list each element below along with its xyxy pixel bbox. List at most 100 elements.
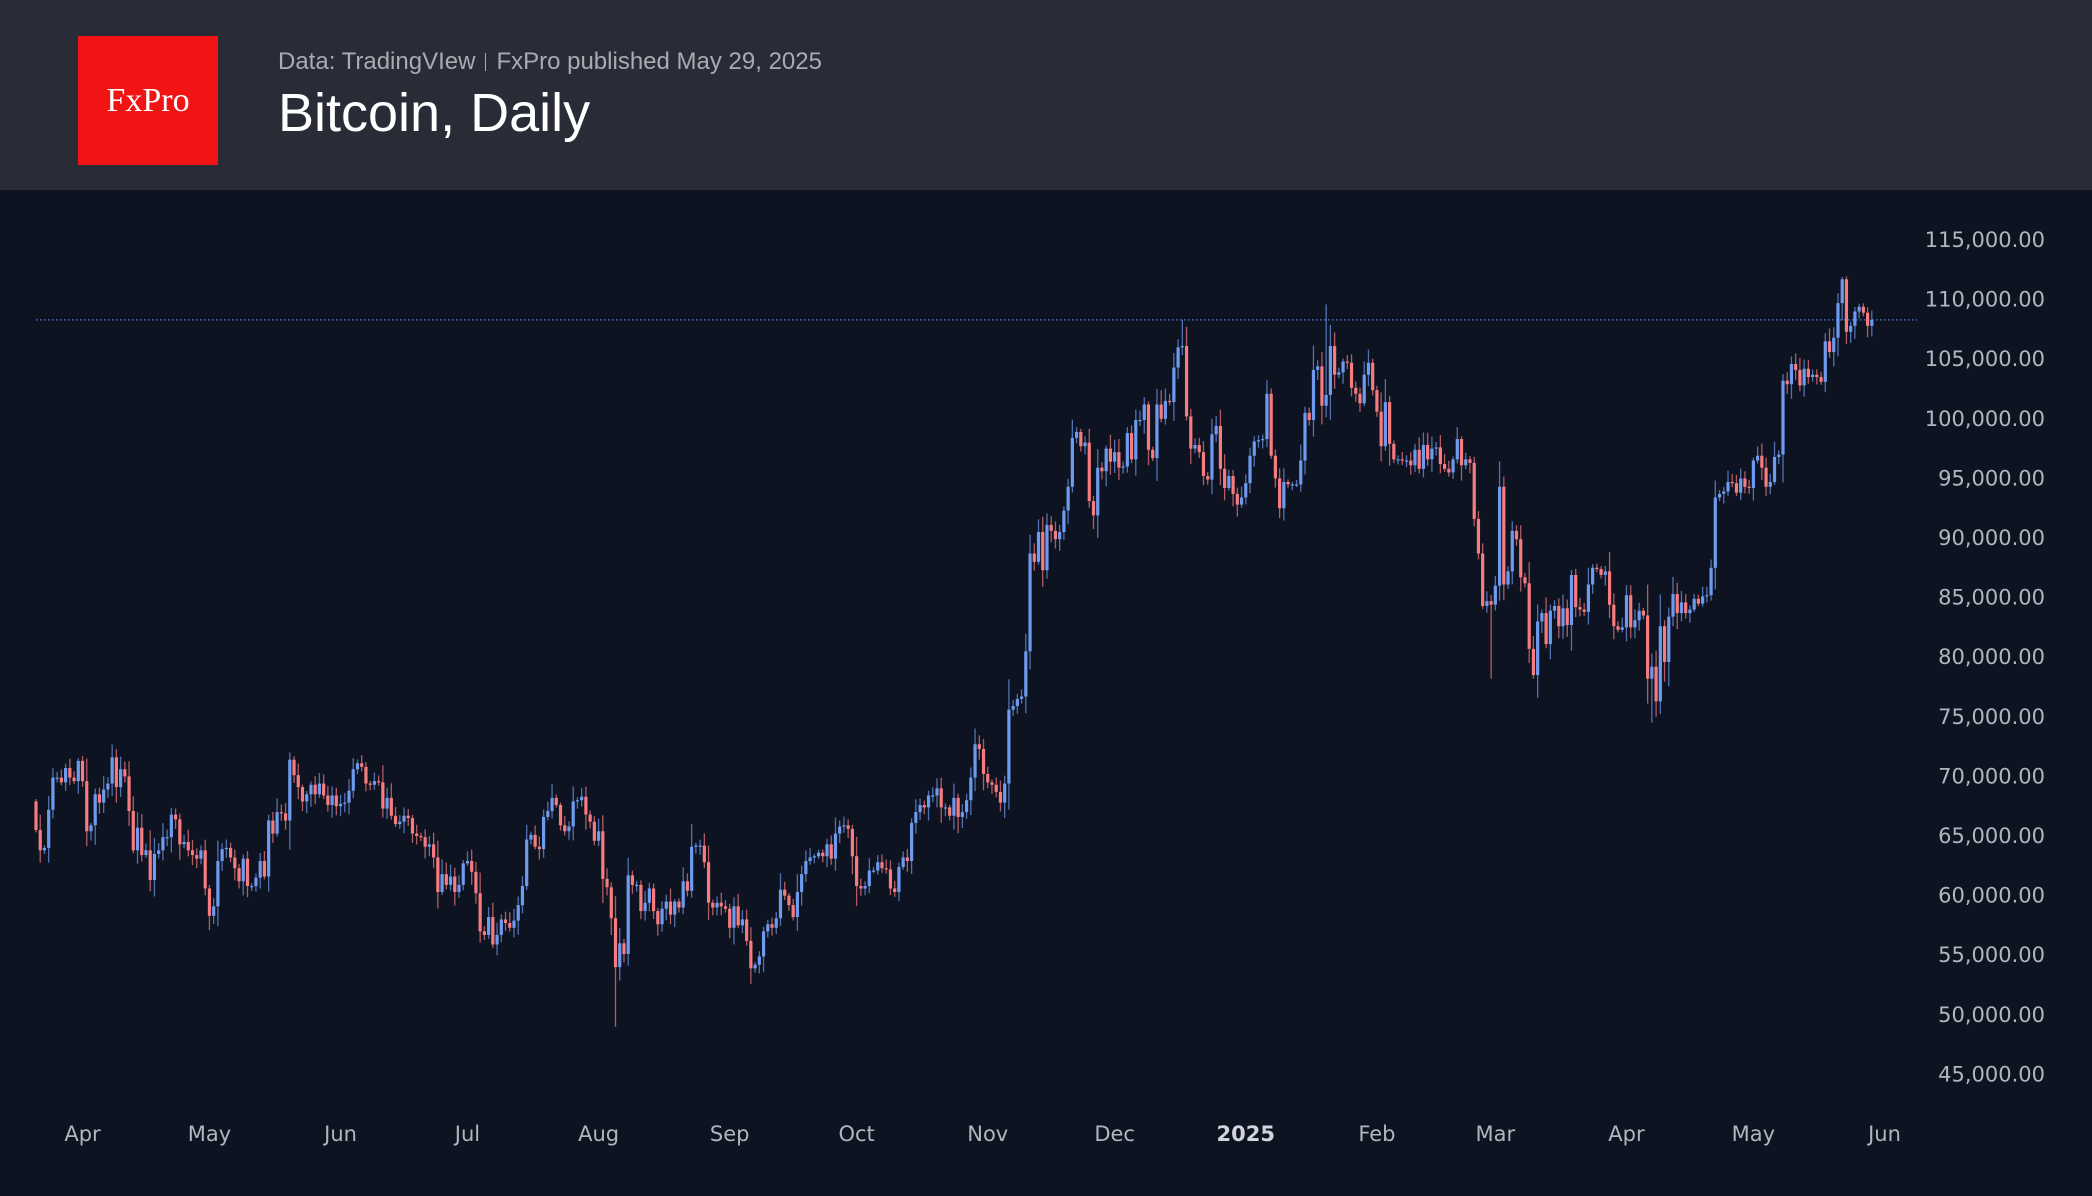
candle-body [216,861,220,907]
candle [85,758,89,847]
candle-body [1493,585,1497,605]
candle [1739,468,1743,501]
candle-body [34,801,38,831]
candle [1117,438,1121,480]
candle [1438,435,1442,474]
candle-body [1324,394,1328,406]
candle [1527,562,1531,663]
candle [795,874,799,931]
candle [1836,293,1840,357]
candle-body [948,807,952,816]
candle [195,848,199,869]
candle-body [770,924,774,928]
candle [1578,597,1582,617]
candle-body [715,902,719,908]
candle-body [1049,524,1053,531]
candle-body [1861,306,1865,313]
candle-body [711,902,715,908]
candle-body [575,800,580,802]
candle [355,759,360,775]
candle-body [364,766,368,784]
candle [1662,620,1667,682]
candle [1231,469,1235,507]
candle [1079,428,1083,452]
candle [1536,604,1540,698]
candle [800,865,804,906]
candle [922,800,926,815]
y-tick-label: 75,000.00 [1938,705,2045,729]
candle-body [393,815,398,825]
candle [1794,353,1798,381]
candle [457,875,461,898]
candle [694,842,698,854]
candle-body [233,857,237,869]
candle-body [165,837,169,839]
candle-body [994,784,998,792]
candle-body [1620,627,1624,630]
candle [850,824,854,875]
candle [846,819,850,839]
candle [76,758,80,794]
candle-body [1011,706,1015,710]
candle [1066,478,1070,525]
candle [905,848,909,872]
candle [1713,480,1717,590]
candle-body [1468,459,1472,463]
candle-body [1552,605,1557,611]
candle-body [279,812,283,814]
candle-body [622,943,626,955]
candle-body [1510,530,1514,572]
x-tick-label: Dec [1094,1122,1135,1146]
candle-body [131,810,135,851]
candle [55,771,59,783]
candle [1146,401,1151,466]
candle-body [157,850,161,854]
candle-body [228,847,233,858]
candle [241,854,245,896]
candle [1235,487,1239,517]
candle-body [283,813,288,821]
candle-body [702,845,706,863]
candle-body [618,943,622,968]
candle-body [745,919,749,941]
candle [1417,437,1421,474]
candle [364,762,368,792]
candle [1447,460,1451,477]
candle [1189,408,1193,465]
candle-body [1227,476,1231,488]
candle [740,910,745,934]
candle [1806,359,1810,384]
candle [152,837,157,897]
y-tick-label: 105,000.00 [1925,347,2045,371]
candle-body [1616,626,1620,630]
candle [1091,495,1096,530]
candle [1375,385,1379,417]
candle-body [1193,445,1197,449]
candle [1569,569,1574,651]
candle [1844,276,1849,344]
candle [1163,388,1168,425]
candle [1612,593,1616,640]
candle [1582,603,1586,616]
candle [1599,566,1603,579]
candle-body [59,777,63,783]
candle-body [1540,613,1544,622]
candle [347,779,351,815]
candle-body [1751,460,1755,488]
candle [262,851,267,880]
candle [1172,352,1176,422]
candle [110,744,114,796]
candle [973,728,977,792]
candle [1104,445,1108,487]
candle-body [1311,369,1316,420]
candle-body [1455,439,1459,460]
candle-body [169,814,173,838]
candle-body [1654,666,1658,702]
candle [1227,469,1231,491]
candle-body [1722,491,1726,494]
candle-body [1003,783,1007,803]
candle [1705,586,1709,603]
candle-body [465,861,470,864]
candle [1595,563,1599,573]
candle [1459,436,1464,481]
